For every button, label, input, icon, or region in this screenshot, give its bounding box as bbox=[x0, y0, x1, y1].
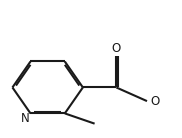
Text: N: N bbox=[21, 112, 29, 125]
Text: O: O bbox=[112, 42, 121, 55]
Text: O: O bbox=[151, 95, 160, 108]
